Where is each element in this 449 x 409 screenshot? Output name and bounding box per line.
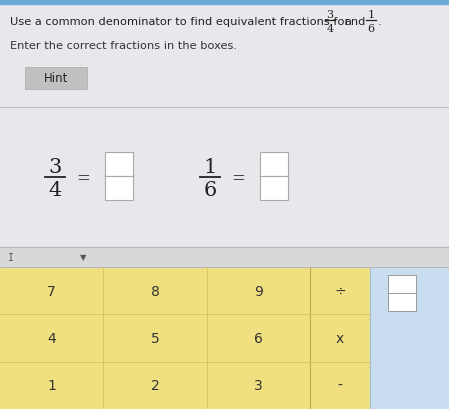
Bar: [0, 247, 449, 267]
Bar: [388, 293, 416, 311]
Text: ▼: ▼: [80, 253, 87, 262]
Text: 5: 5: [150, 331, 159, 345]
Bar: [25, 68, 87, 90]
Text: 1: 1: [203, 158, 217, 177]
Text: 7: 7: [47, 284, 56, 298]
Text: 4: 4: [47, 331, 56, 345]
Bar: [105, 153, 133, 177]
Text: 4: 4: [326, 24, 334, 34]
Text: =: =: [231, 170, 245, 187]
Text: I: I: [8, 252, 14, 262]
Text: 1: 1: [47, 378, 56, 392]
Text: 4: 4: [48, 181, 62, 200]
Bar: [0, 0, 449, 5]
Bar: [105, 177, 133, 200]
Text: x: x: [336, 331, 344, 345]
Text: 3: 3: [48, 158, 62, 177]
Text: Use a common denominator to find equivalent fractions for: Use a common denominator to find equival…: [10, 17, 349, 27]
Text: Hint: Hint: [44, 72, 68, 85]
Bar: [0, 5, 449, 254]
Text: 8: 8: [150, 284, 159, 298]
Text: .: .: [378, 17, 382, 27]
Text: =: =: [76, 170, 90, 187]
Bar: [388, 275, 416, 293]
Bar: [0, 108, 449, 247]
Text: 6: 6: [254, 331, 263, 345]
Text: 2: 2: [150, 378, 159, 392]
Text: -: -: [338, 378, 343, 392]
Text: 1: 1: [367, 10, 374, 20]
Bar: [370, 267, 449, 409]
Bar: [0, 267, 310, 409]
Text: and: and: [344, 17, 365, 27]
Text: 6: 6: [367, 24, 374, 34]
Text: Enter the correct fractions in the boxes.: Enter the correct fractions in the boxes…: [10, 41, 237, 51]
Text: 6: 6: [203, 181, 216, 200]
Bar: [260, 177, 288, 200]
Text: 9: 9: [254, 284, 263, 298]
Text: 3: 3: [326, 10, 334, 20]
Bar: [310, 267, 370, 409]
Bar: [260, 153, 288, 177]
Text: ÷: ÷: [334, 284, 346, 298]
Text: 3: 3: [254, 378, 263, 392]
